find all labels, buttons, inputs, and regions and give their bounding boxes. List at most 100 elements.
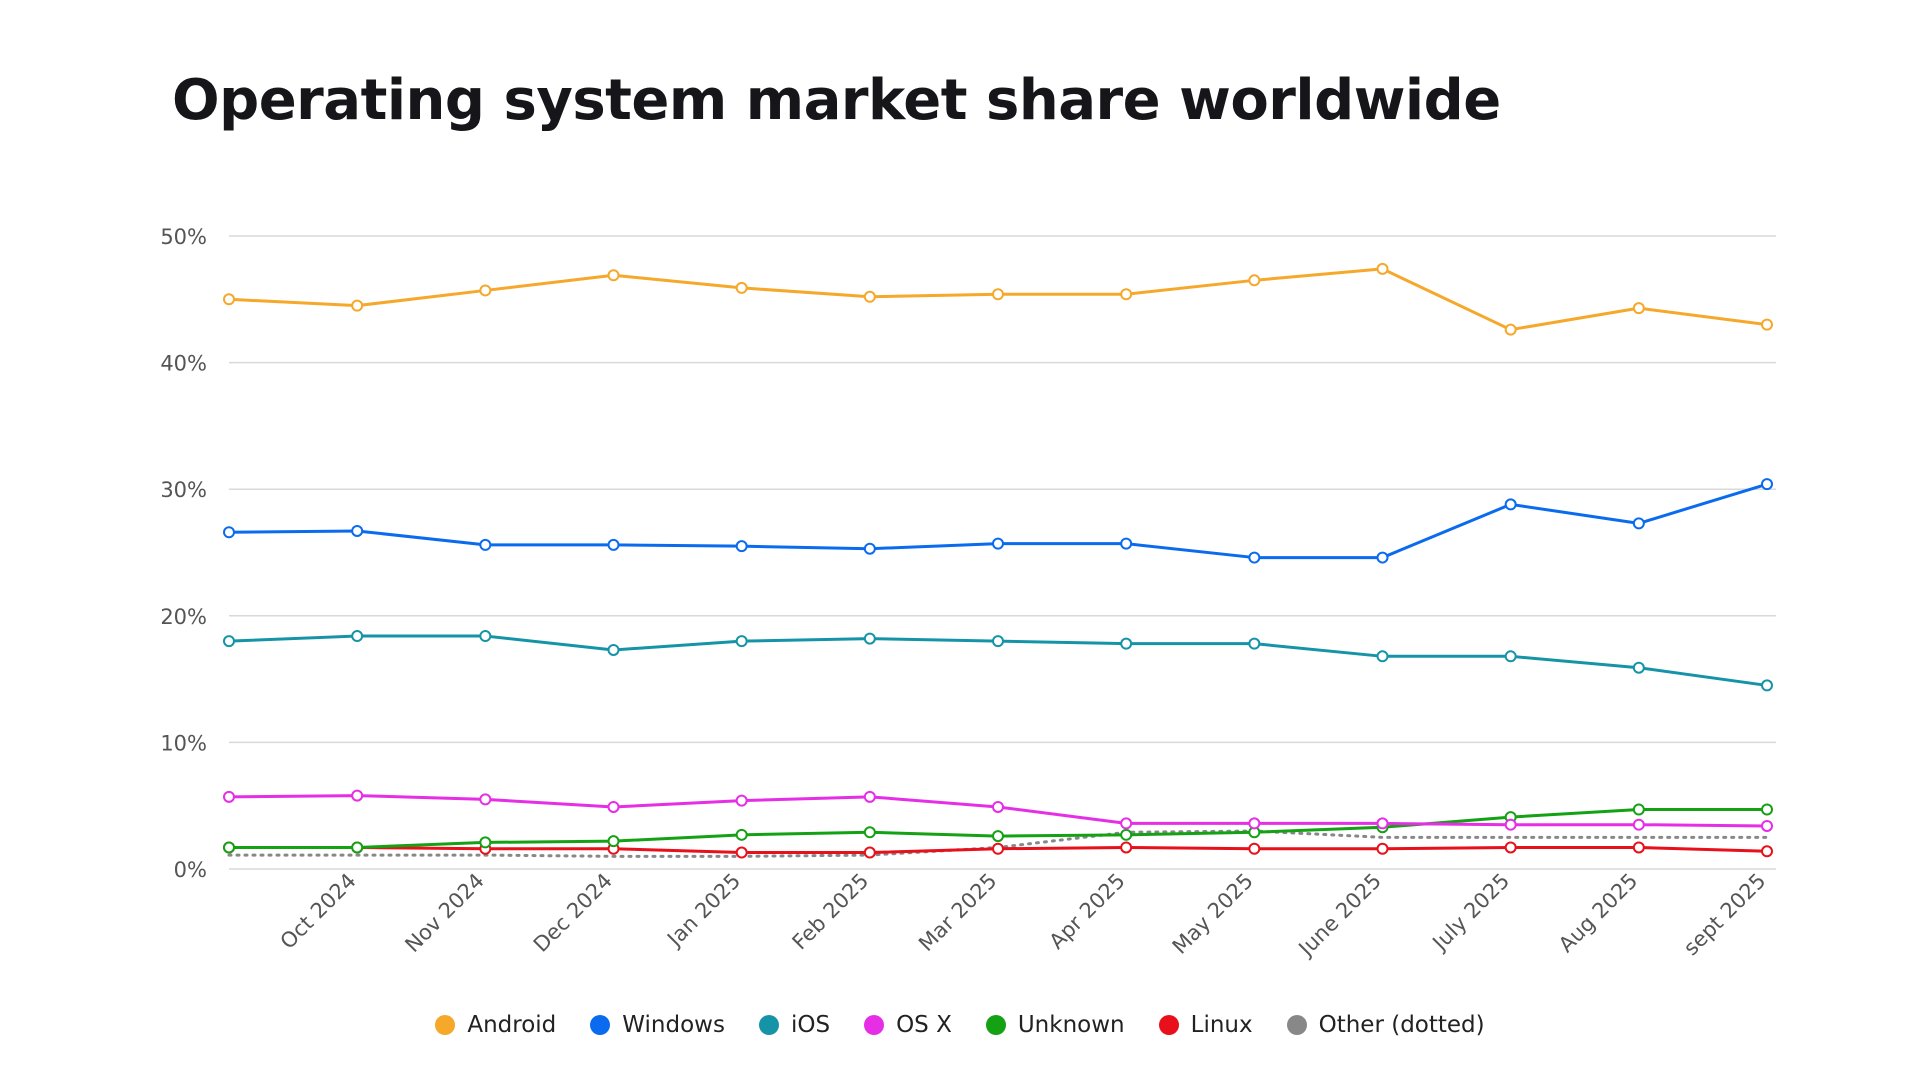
- data-point: [479, 284, 492, 297]
- data-point: [1761, 803, 1773, 816]
- legend-label: Linux: [1190, 1012, 1253, 1038]
- legend-label: Unknown: [1017, 1012, 1125, 1038]
- data-point: [735, 846, 748, 859]
- legend-dot-icon: [985, 1015, 1006, 1035]
- y-tick-label: 0%: [174, 858, 207, 882]
- data-point: [992, 842, 1004, 855]
- data-point: [863, 632, 876, 645]
- data-point: [1504, 841, 1517, 854]
- data-point: [1120, 537, 1133, 550]
- y-tick-label: 20%: [160, 605, 207, 629]
- data-point: [1376, 551, 1389, 564]
- legend-item[interactable]: Linux: [1158, 1012, 1253, 1038]
- x-tick-label: Apr 2025: [1045, 869, 1130, 954]
- data-point: [1248, 637, 1261, 650]
- data-point: [992, 288, 1004, 301]
- data-point: [1632, 841, 1645, 854]
- legend-dot-icon: [1158, 1015, 1179, 1035]
- data-point: [863, 826, 876, 839]
- x-tick-label: June 2025: [1293, 869, 1386, 962]
- legend-item[interactable]: OS X: [864, 1012, 952, 1038]
- x-tick-label: Oct 2024: [276, 869, 361, 954]
- y-tick-label: 30%: [160, 478, 207, 502]
- data-point: [223, 790, 235, 803]
- x-tick-label: July 2025: [1427, 869, 1515, 957]
- legend-label: Other (dotted): [1318, 1012, 1485, 1038]
- legend-item[interactable]: Unknown: [985, 1012, 1125, 1038]
- data-point: [351, 524, 364, 537]
- data-point: [1632, 803, 1645, 816]
- x-tick-label: Feb 2025: [788, 869, 874, 955]
- data-point: [1632, 818, 1645, 831]
- data-point: [735, 281, 748, 294]
- y-tick-label: 10%: [160, 731, 207, 755]
- data-point: [863, 542, 876, 555]
- data-point: [863, 790, 876, 803]
- x-tick-label: Aug 2025: [1554, 869, 1642, 957]
- legend-item[interactable]: Windows: [590, 1012, 725, 1038]
- legend-label: iOS: [790, 1012, 831, 1038]
- x-tick-label: sept 2025: [1679, 869, 1771, 961]
- data-point: [607, 800, 620, 813]
- x-tick-label: Dec 2024: [529, 869, 617, 957]
- legend-item[interactable]: iOS: [758, 1012, 831, 1038]
- data-point: [1376, 817, 1389, 830]
- legend-label: Windows: [622, 1012, 725, 1038]
- data-point: [479, 630, 492, 643]
- data-point: [1632, 517, 1645, 530]
- data-point: [1761, 318, 1773, 331]
- data-point: [1120, 288, 1133, 301]
- data-point: [1376, 262, 1389, 275]
- data-point: [607, 538, 620, 551]
- data-point: [223, 293, 235, 306]
- data-point: [735, 635, 748, 648]
- data-point: [992, 635, 1004, 648]
- legend-dot-icon: [864, 1015, 885, 1035]
- legend-dot-icon: [1286, 1015, 1307, 1035]
- data-point: [479, 836, 492, 849]
- data-point: [735, 540, 748, 553]
- data-point: [1248, 551, 1261, 564]
- data-point: [1761, 478, 1773, 491]
- data-point: [223, 635, 235, 648]
- legend-item[interactable]: Other (dotted): [1286, 1012, 1485, 1038]
- chart-title: Operating system market share worldwide: [172, 68, 1501, 133]
- y-tick-label: 40%: [160, 352, 207, 376]
- data-point: [992, 800, 1004, 813]
- legend: Android Windows iOS OS X Unknown Linux Other (…: [0, 1012, 1920, 1038]
- data-point: [1120, 637, 1133, 650]
- data-point: [351, 789, 364, 802]
- data-point: [992, 537, 1004, 550]
- data-point: [607, 643, 620, 656]
- data-point: [1761, 679, 1773, 692]
- data-point: [223, 526, 235, 539]
- data-point: [351, 299, 364, 312]
- data-point: [1761, 819, 1773, 832]
- data-point: [735, 828, 748, 841]
- data-point: [1376, 842, 1389, 855]
- data-point: [1632, 661, 1645, 674]
- data-point: [1120, 817, 1133, 830]
- x-tick-label: Mar 2025: [914, 869, 1002, 957]
- legend-dot-icon: [435, 1015, 456, 1035]
- data-point: [863, 846, 876, 859]
- data-point: [607, 835, 620, 848]
- data-point: [1120, 841, 1133, 854]
- x-tick-label: May 2025: [1168, 869, 1258, 959]
- x-tick-label: Nov 2024: [400, 869, 488, 957]
- data-point: [1504, 498, 1517, 511]
- data-point: [992, 830, 1004, 843]
- legend-label: Android: [467, 1012, 557, 1038]
- data-point: [863, 290, 876, 303]
- legend-dot-icon: [590, 1015, 611, 1035]
- data-point: [1504, 650, 1517, 663]
- data-point: [1120, 828, 1133, 841]
- data-point: [223, 841, 235, 854]
- data-point: [479, 793, 492, 806]
- data-point: [479, 538, 492, 551]
- data-point: [1632, 302, 1645, 315]
- legend-item[interactable]: Android: [435, 1012, 556, 1038]
- x-tick-label: Jan 2025: [661, 869, 745, 953]
- data-point: [351, 841, 364, 854]
